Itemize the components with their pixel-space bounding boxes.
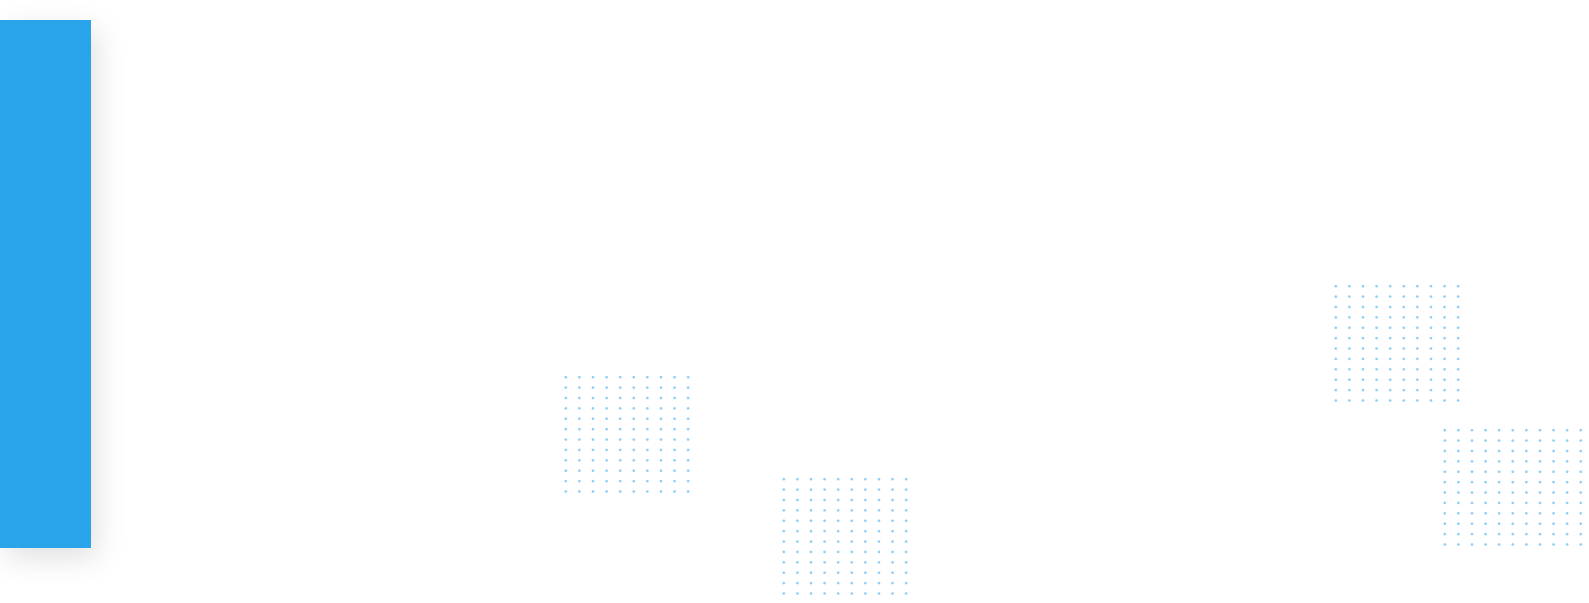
blue-side-panel — [0, 20, 91, 548]
dot-grid-left — [559, 372, 695, 497]
dot-grid-center — [777, 474, 913, 599]
dot-grid-lower-right — [1438, 425, 1589, 550]
dot-grid-upper-right — [1329, 281, 1465, 406]
